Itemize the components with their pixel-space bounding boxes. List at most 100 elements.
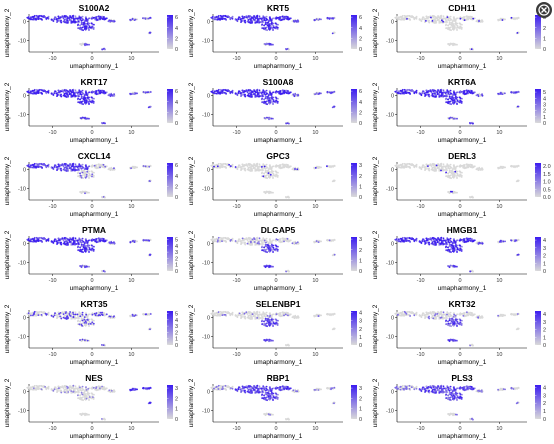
cell-point	[462, 18, 464, 20]
cell-point	[455, 21, 457, 24]
cell-point	[69, 89, 71, 91]
cell-point	[454, 20, 456, 23]
cell-point	[149, 16, 152, 19]
cell-point	[99, 17, 101, 20]
cell-point	[243, 238, 246, 241]
y-tick-label: 0	[23, 20, 26, 26]
y-tick-label: -10	[18, 261, 26, 267]
cell-point	[497, 167, 500, 170]
x-tick-label: 10	[496, 204, 502, 210]
colorbar-tick-label: 2	[175, 36, 178, 42]
cell-point	[75, 95, 78, 97]
cell-point	[41, 237, 44, 240]
cell-point	[93, 23, 95, 26]
cell-point	[79, 240, 82, 242]
cell-point	[287, 18, 290, 21]
cell-point	[71, 163, 74, 165]
cell-point	[250, 166, 252, 169]
cell-point	[149, 91, 152, 93]
cell-point	[95, 93, 98, 95]
cell-point	[293, 95, 296, 98]
cell-point	[84, 176, 87, 179]
colorbar	[351, 15, 357, 49]
cell-point	[241, 17, 244, 20]
cell-point	[450, 19, 453, 21]
cell-point	[471, 164, 473, 166]
cell-point	[74, 94, 76, 97]
cell-point	[279, 164, 281, 166]
cell-point	[52, 93, 55, 96]
cell-point	[241, 237, 244, 240]
colorbar	[167, 15, 173, 49]
cell-point	[92, 16, 95, 19]
cell-point	[236, 241, 239, 244]
cell-point	[267, 20, 270, 22]
cell-point	[43, 15, 45, 17]
colorbar-tick-label: 2	[543, 109, 546, 115]
cell-point	[88, 248, 91, 250]
x-tick-label: -10	[49, 278, 57, 284]
cell-point	[399, 18, 402, 21]
cell-point	[60, 243, 63, 246]
cell-point	[46, 90, 48, 93]
x-tick-label: 0	[458, 204, 461, 210]
cell-point	[57, 89, 60, 92]
colorbar-tick-label: 1	[175, 263, 178, 269]
cell-point	[434, 95, 436, 98]
colorbar-tick-label: 6	[175, 15, 178, 21]
cell-point	[60, 21, 63, 24]
cell-point	[57, 163, 60, 166]
cell-point	[449, 19, 451, 22]
cell-point	[450, 103, 452, 106]
cell-point	[266, 167, 269, 169]
cell-point	[81, 19, 83, 22]
colorbar-tick-label: 2	[175, 184, 178, 190]
cell-point	[142, 239, 145, 242]
cell-point	[253, 15, 255, 17]
cell-point	[455, 23, 457, 25]
cell-point	[71, 91, 73, 94]
cell-point	[214, 18, 216, 21]
cell-point	[80, 243, 83, 246]
cell-point	[263, 18, 266, 20]
cell-point	[275, 99, 278, 102]
cell-point	[256, 242, 259, 245]
cell-point	[510, 164, 513, 167]
cell-point	[445, 175, 447, 178]
cell-point	[471, 16, 473, 18]
cell-point	[431, 93, 434, 95]
cell-point	[78, 95, 80, 98]
cell-point	[449, 28, 451, 31]
cell-point	[503, 92, 506, 95]
cell-point	[260, 21, 262, 23]
cell-point	[265, 176, 267, 179]
cell-point	[273, 175, 276, 177]
panel-title: KRT6A	[448, 77, 476, 87]
cell-point	[224, 17, 226, 20]
cell-point	[281, 167, 284, 169]
cell-point	[104, 91, 107, 94]
cell-point	[80, 90, 82, 93]
cell-point	[293, 20, 295, 22]
cell-point	[259, 169, 262, 171]
x-tick-label: -10	[233, 130, 241, 136]
cell-point	[230, 16, 232, 19]
cell-point	[447, 28, 449, 31]
cell-point	[266, 241, 269, 243]
cell-point	[61, 163, 64, 166]
cell-point	[421, 17, 424, 20]
cell-point	[279, 238, 281, 240]
cell-point	[397, 16, 400, 19]
cell-point	[294, 92, 297, 95]
cell-point	[396, 166, 399, 168]
cell-point	[420, 19, 423, 22]
cell-point	[428, 21, 431, 24]
cell-point	[66, 242, 69, 244]
cell-point	[71, 165, 73, 168]
cell-point	[217, 15, 220, 17]
cell-point	[81, 89, 84, 92]
cell-point	[212, 240, 215, 242]
cell-point	[99, 239, 101, 242]
cell-point	[264, 27, 267, 30]
cell-point	[459, 97, 462, 100]
